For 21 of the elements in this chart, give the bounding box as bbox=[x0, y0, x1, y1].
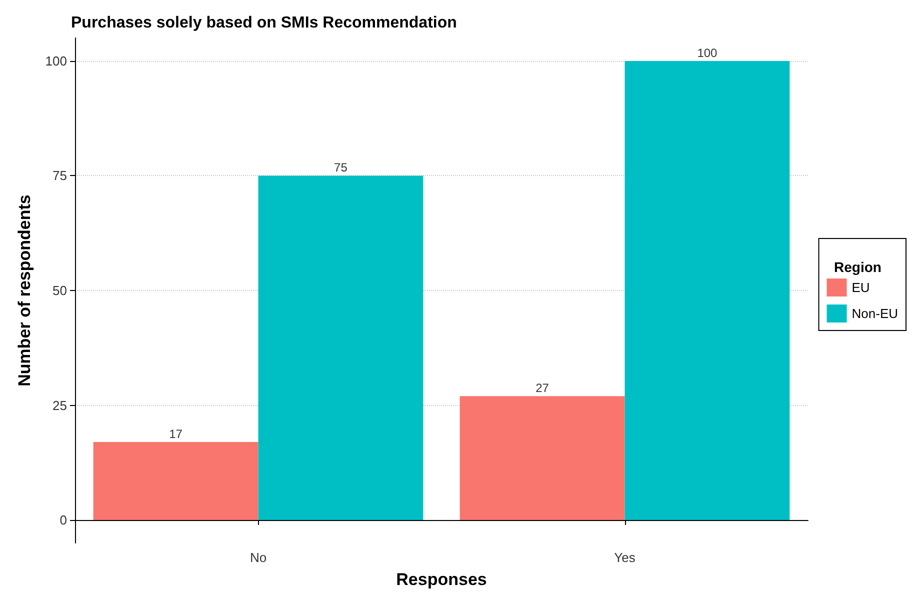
legend-label: Non-EU bbox=[852, 306, 898, 321]
x-tick-label: Yes bbox=[614, 550, 636, 565]
y-tick-label: 25 bbox=[52, 398, 67, 413]
data-label: 75 bbox=[334, 160, 348, 175]
data-label: 17 bbox=[169, 427, 183, 441]
legend-label: EU bbox=[852, 280, 870, 295]
x-axis-title: Responses bbox=[396, 570, 487, 589]
x-tick-label: No bbox=[250, 550, 267, 565]
bar bbox=[93, 442, 258, 520]
bar bbox=[258, 176, 424, 520]
y-tick-label: 100 bbox=[45, 53, 67, 68]
bar bbox=[460, 396, 625, 520]
y-tick-label: 50 bbox=[52, 283, 67, 298]
bar bbox=[624, 60, 790, 520]
y-tick-label: 75 bbox=[52, 168, 67, 184]
y-tick-label: 0 bbox=[60, 512, 67, 528]
data-label: 27 bbox=[536, 381, 550, 396]
data-label: 100 bbox=[697, 46, 718, 60]
chart-title: Purchases solely based on SMIs Recommendation bbox=[71, 14, 457, 32]
legend-title: Region bbox=[834, 259, 882, 275]
y-axis-title: Number of respondents bbox=[15, 194, 34, 386]
